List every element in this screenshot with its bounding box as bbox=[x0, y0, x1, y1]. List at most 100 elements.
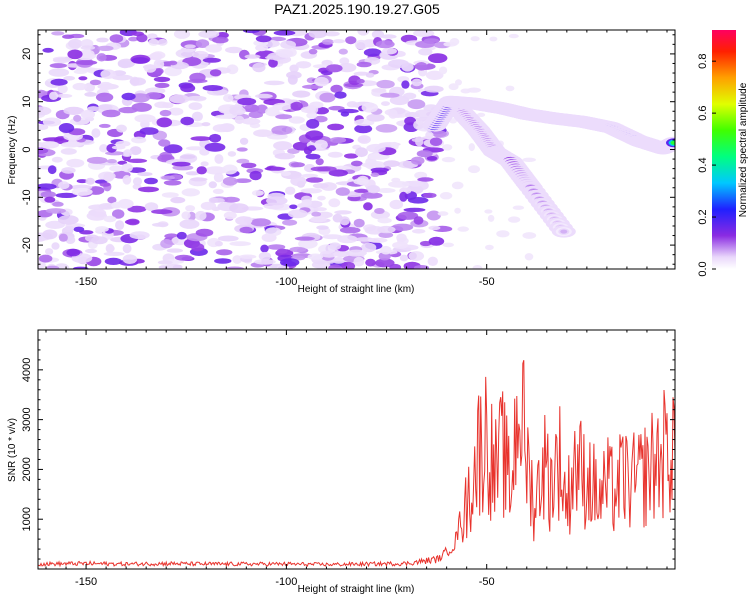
noise-blob bbox=[106, 159, 117, 164]
noise-blob bbox=[274, 153, 295, 160]
noise-blob bbox=[103, 172, 115, 182]
noise-blob bbox=[255, 35, 272, 43]
secondary-ridge bbox=[560, 229, 568, 234]
noise-blob bbox=[361, 192, 383, 199]
noise-blob bbox=[78, 76, 88, 81]
y-tick-label: 2000 bbox=[21, 457, 33, 481]
noise-blob bbox=[109, 34, 124, 43]
noise-blob bbox=[48, 68, 70, 77]
noise-blob bbox=[58, 123, 75, 133]
noise-blob bbox=[97, 45, 114, 51]
noise-blob bbox=[66, 158, 85, 168]
noise-blob bbox=[321, 59, 333, 66]
noise-blob bbox=[306, 177, 324, 183]
noise-blob bbox=[383, 160, 401, 168]
noise-blob bbox=[328, 198, 341, 208]
noise-blob bbox=[123, 149, 133, 157]
noise-blob bbox=[508, 33, 519, 39]
noise-blob bbox=[417, 177, 434, 182]
noise-blob bbox=[441, 156, 456, 163]
noise-blob bbox=[176, 231, 187, 240]
snr-ticks: -150 -100 -50 1000 2000 3000 4000 bbox=[21, 330, 675, 588]
noise-blob bbox=[147, 33, 158, 39]
noise-blob bbox=[424, 85, 444, 93]
noise-blob bbox=[406, 180, 424, 187]
noise-blob bbox=[175, 48, 195, 58]
noise-blob bbox=[311, 211, 322, 217]
noise-blob bbox=[57, 84, 68, 94]
colorbar-ticks: 0.0 0.2 0.4 0.6 0.8 bbox=[697, 54, 716, 277]
x-tick-label: -100 bbox=[275, 276, 297, 288]
noise-blob bbox=[354, 124, 373, 134]
noise-blob bbox=[85, 234, 100, 242]
noise-blob bbox=[139, 127, 159, 135]
noise-blob bbox=[457, 226, 470, 232]
noise-blob bbox=[115, 140, 131, 147]
noise-blob bbox=[160, 239, 174, 249]
noise-blob bbox=[66, 142, 83, 147]
x-tick-label: -150 bbox=[75, 276, 97, 288]
noise-blob bbox=[223, 211, 237, 220]
noise-blob bbox=[351, 160, 363, 167]
noise-blob bbox=[263, 80, 285, 86]
x-tick-label: -50 bbox=[479, 576, 495, 588]
noise-blob bbox=[67, 49, 83, 60]
noise-blob bbox=[154, 82, 170, 88]
noise-blob bbox=[330, 84, 343, 93]
noise-blob bbox=[181, 211, 191, 220]
noise-blob bbox=[198, 30, 220, 38]
noise-blob bbox=[96, 53, 107, 62]
noise-blob bbox=[255, 93, 273, 99]
noise-blob bbox=[353, 218, 365, 228]
noise-blob bbox=[354, 188, 370, 193]
noise-blob bbox=[496, 230, 510, 238]
noise-blob bbox=[95, 226, 109, 233]
noise-blob bbox=[290, 162, 305, 168]
noise-blob bbox=[380, 34, 397, 39]
noise-blob bbox=[109, 165, 124, 172]
noise-blob bbox=[85, 177, 95, 185]
colorbar-label: Normalized spectral amplitude bbox=[738, 82, 749, 217]
noise-blob bbox=[328, 105, 345, 111]
noise-blob bbox=[375, 258, 395, 268]
noise-blob bbox=[314, 139, 328, 150]
y-tick-label: -10 bbox=[21, 189, 33, 205]
noise-blob bbox=[212, 188, 224, 194]
noise-blob bbox=[321, 39, 334, 45]
noise-blob bbox=[151, 209, 173, 215]
noise-blob bbox=[380, 92, 400, 98]
noise-blob bbox=[397, 211, 419, 220]
noise-blob bbox=[273, 30, 296, 36]
noise-blob bbox=[414, 171, 428, 180]
noise-blob bbox=[190, 177, 208, 182]
noise-blob bbox=[271, 125, 293, 135]
noise-blob bbox=[380, 245, 392, 255]
noise-blob bbox=[522, 232, 537, 239]
noise-blob bbox=[327, 151, 343, 158]
noise-blob bbox=[353, 178, 369, 185]
noise-blob bbox=[345, 36, 357, 45]
noise-blob bbox=[344, 153, 359, 159]
noise-blob bbox=[80, 45, 96, 50]
spectrogram-y-label: Frequency (Hz) bbox=[7, 116, 18, 185]
noise-blob bbox=[382, 47, 397, 55]
colorbar-tick-label: 0.8 bbox=[697, 54, 709, 69]
noise-blob bbox=[227, 151, 237, 157]
noise-blob bbox=[213, 172, 224, 183]
noise-blob bbox=[428, 53, 448, 63]
snr-y-label: SNR (10 * v/v) bbox=[7, 418, 18, 482]
noise-blob bbox=[237, 97, 257, 106]
noise-blob bbox=[223, 94, 234, 103]
noise-blob bbox=[309, 101, 324, 109]
noise-blob bbox=[73, 226, 85, 232]
noise-blob bbox=[413, 265, 430, 269]
noise-blob bbox=[265, 107, 280, 117]
noise-blob bbox=[512, 205, 525, 210]
noise-blob bbox=[60, 148, 77, 155]
noise-blob bbox=[324, 31, 340, 37]
noise-blob bbox=[332, 257, 346, 264]
noise-blob bbox=[305, 153, 321, 160]
noise-blob bbox=[72, 82, 88, 91]
noise-blob bbox=[111, 145, 126, 150]
